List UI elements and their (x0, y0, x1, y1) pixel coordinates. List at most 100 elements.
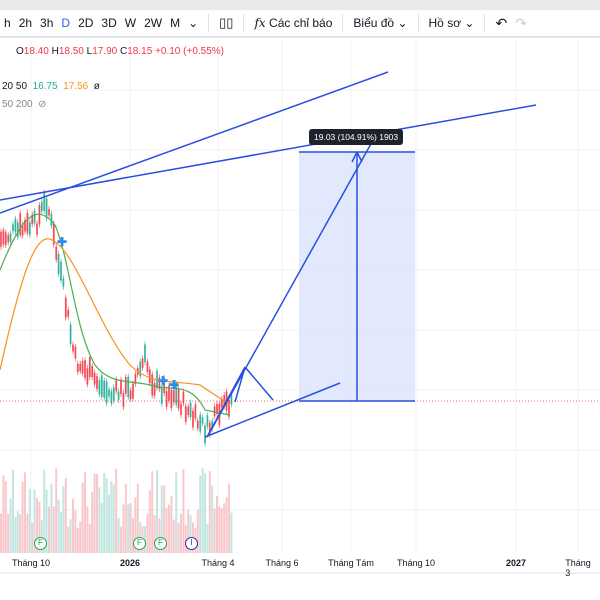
interval-d[interactable]: D (61, 16, 71, 30)
close-label: C (120, 46, 128, 57)
candle-body (31, 214, 34, 225)
volume-bar (213, 508, 216, 553)
signal-cross-icon: ✚ (169, 378, 179, 392)
volume-bar (180, 513, 182, 553)
candle-body (189, 402, 192, 418)
candle-body (148, 369, 151, 384)
divider (208, 14, 210, 32)
event-marker-f[interactable]: F (154, 537, 167, 550)
volume-bar (163, 485, 166, 553)
volume-bar (43, 469, 46, 553)
candle-body (220, 399, 223, 408)
time-tick: 2027 (505, 558, 527, 568)
volume-bar (76, 527, 79, 553)
trend-line (0, 104, 537, 201)
volume-bar (218, 506, 221, 553)
ma-fast-line (0, 213, 231, 416)
interval-1h[interactable]: h (4, 16, 11, 30)
interval-m[interactable]: M (170, 16, 181, 30)
volume-bar (182, 469, 185, 553)
candle-body (146, 361, 149, 372)
indicators-button[interactable]: fx Các chỉ báo (250, 16, 336, 30)
interval-2w[interactable]: 2W (144, 16, 163, 30)
candle-body (62, 278, 65, 287)
event-marker-f[interactable]: F (133, 537, 146, 550)
candle-body (43, 192, 46, 211)
volume-bar (146, 514, 149, 553)
interval-3h[interactable]: 3h (40, 16, 54, 30)
candle-body (26, 212, 29, 233)
volume-bar (91, 491, 94, 553)
volume-bar (153, 515, 156, 553)
volume-bar (105, 478, 108, 553)
hidden-indicator-legend[interactable]: 50 200 ⊘ (2, 99, 47, 110)
volume-bar (21, 481, 24, 553)
volume-bar (14, 516, 17, 553)
interval-2h[interactable]: 2h (18, 16, 33, 30)
candle-body (175, 383, 178, 405)
volume-bar (175, 472, 178, 553)
volume-bar (79, 521, 82, 553)
eye-hidden-icon[interactable]: ⊘ (38, 99, 47, 110)
candle-body (144, 344, 146, 363)
time-tick: Tháng 10 (396, 558, 436, 568)
candles-icon[interactable]: ▯▯ (219, 15, 234, 30)
volume-bar (160, 485, 163, 553)
candle-body (67, 309, 70, 317)
interval-w[interactable]: W (124, 16, 137, 30)
volume-bar (127, 504, 130, 553)
volume-bar (52, 506, 55, 553)
ma-fast-value: 16.75 (32, 81, 58, 92)
signal-cross-icon: ✚ (57, 235, 67, 249)
low-value: 17.90 (92, 46, 118, 57)
low-label: L (86, 46, 93, 57)
candle-body (86, 368, 89, 385)
candle-body (122, 392, 125, 408)
candle-body (103, 380, 106, 398)
volume-bar (211, 485, 214, 553)
interval-3d[interactable]: 3D (101, 16, 117, 30)
projection-line (209, 141, 373, 433)
chart-type-button[interactable]: Biểu đồ ⌄ (349, 16, 411, 30)
event-marker-i[interactable]: I (185, 537, 198, 550)
volume-bar (48, 506, 50, 553)
volume-bar (136, 483, 139, 553)
ma-indicator-legend[interactable]: 20 50 16.75 17.56 ø (2, 81, 100, 92)
candle-body (7, 235, 10, 243)
candle-body (33, 210, 36, 224)
undo-icon[interactable]: ↶ (495, 14, 508, 31)
volume-bar (115, 468, 118, 553)
volume-bar (72, 498, 74, 553)
volume-bar (26, 513, 29, 553)
fx-icon: fx (254, 16, 266, 30)
volume-bar (223, 503, 226, 553)
candle-body (165, 391, 168, 407)
event-marker-f[interactable]: F (34, 537, 47, 550)
volume-bar (165, 507, 168, 553)
candle-body (192, 410, 194, 428)
volume-bar (108, 494, 110, 553)
close-value: 18.15 (127, 46, 153, 57)
volume-bar (36, 498, 38, 553)
volume-bar (103, 473, 106, 553)
volume-bar (112, 484, 115, 553)
candle-body (153, 383, 156, 396)
chevron-down-icon: ⌄ (464, 16, 475, 30)
volume-bar (84, 472, 86, 553)
candle-body (160, 388, 163, 404)
indicators-label: Các chỉ báo (269, 16, 333, 30)
volume-bar (19, 514, 22, 553)
interval-2d[interactable]: 2D (78, 16, 94, 30)
profile-button[interactable]: Hồ sơ ⌄ (425, 16, 479, 30)
time-tick: Tháng 4 (201, 558, 235, 568)
redo-icon[interactable]: ↷ (515, 14, 527, 31)
volume-bar (7, 513, 10, 553)
candle-body (40, 201, 43, 212)
volume-bar (122, 504, 125, 553)
chevron-down-icon[interactable]: ⌄ (188, 16, 199, 30)
candle-body (55, 246, 58, 260)
candle-body (9, 233, 12, 243)
volume-bar (55, 468, 58, 553)
zigzag-line (244, 366, 274, 401)
